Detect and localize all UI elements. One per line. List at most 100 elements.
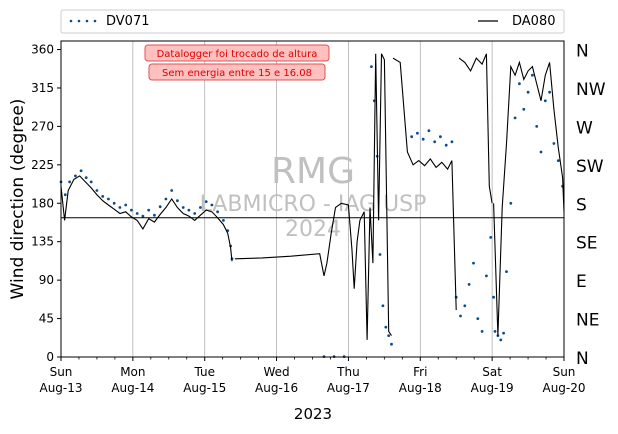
data-point-dv071-5-14 (548, 90, 551, 94)
data-point-dv071-4-2 (463, 304, 467, 308)
data-point-dv071-4-4 (472, 261, 475, 265)
compass-label-6: E (576, 272, 587, 292)
x-tick-date-3: Aug-16 (255, 381, 298, 395)
y-tick-label-8: 360 (31, 43, 54, 57)
data-point-dv071-0-2 (68, 180, 71, 184)
data-point-dv071-4-6 (480, 330, 484, 333)
y-tick-label-6: 270 (31, 119, 54, 133)
series-dv071 (59, 65, 564, 358)
compass-label-7: NE (576, 311, 599, 331)
y-tick-label-3: 135 (31, 235, 54, 249)
data-point-dv071-5-16 (556, 159, 560, 163)
data-point-dv071-0-16 (147, 208, 151, 212)
data-point-dv071-0-23 (187, 208, 191, 212)
x-tick-day-5: Fri (413, 365, 427, 379)
compass-label-2: W (576, 118, 593, 138)
x-tick-date-7: Aug-20 (542, 381, 585, 395)
data-point-dv071-2-7 (390, 342, 393, 346)
x-tick-day-7: Sun (553, 365, 576, 379)
data-point-dv071-5-8 (522, 107, 526, 111)
data-point-dv071-5-2 (499, 338, 503, 342)
data-point-dv071-5-10 (531, 73, 534, 77)
data-point-dv071-0-20 (170, 189, 174, 192)
x-tick-date-2: Aug-15 (183, 381, 226, 395)
x-tick-day-2: Tue (193, 365, 215, 379)
series-line-da080-4 (493, 60, 565, 336)
x-tick-day-1: Mon (120, 365, 145, 379)
data-point-dv071-0-11 (118, 206, 122, 209)
data-point-dv071-5-6 (513, 116, 517, 120)
annotation-box-2 (148, 63, 326, 81)
y-axis-ticks: 0 45 90 135 180 225 270 315 360 (31, 43, 61, 364)
data-point-dv071-4-9 (492, 295, 495, 299)
compass-label-5: SE (576, 234, 598, 254)
annotation-2: Sem energia entre 15 e 16.08 (162, 68, 312, 79)
y-tick-label-2: 90 (39, 273, 54, 287)
x-tick-date-0: Aug-13 (39, 381, 82, 395)
data-point-dv071-3-0 (410, 135, 414, 139)
x-tick-day-3: Wed (263, 365, 289, 379)
data-point-dv071-0-9 (107, 197, 110, 201)
data-point-dv071-2-0 (370, 65, 373, 68)
data-point-dv071-0-28 (216, 210, 220, 214)
y-tick-label-1: 45 (39, 312, 54, 326)
series-line-da080-2 (392, 57, 457, 311)
watermark: RMG LABMICRO - IAG USP 2024 (200, 151, 427, 242)
data-point-dv071-5-12 (539, 150, 543, 154)
data-point-dv071-0-22 (181, 206, 185, 209)
data-point-dv071-0-10 (112, 201, 116, 205)
series-layer (59, 53, 565, 358)
x-axis-label: 2023 (294, 405, 332, 423)
watermark-line-3: 2024 (285, 217, 341, 242)
data-point-dv071-0-12 (124, 203, 128, 207)
data-point-dv071-0-13 (130, 208, 133, 212)
data-point-dv071-0-5 (84, 176, 88, 180)
legend-marker-dv071 (69, 19, 97, 23)
x-tick-day-0: Sun (50, 365, 73, 379)
y-tick-label-4: 180 (31, 196, 54, 210)
data-point-dv071-3-4 (433, 140, 437, 144)
x-tick-date-4: Aug-17 (327, 381, 370, 395)
data-point-dv071-0-1 (63, 193, 67, 197)
plot-area (61, 41, 564, 357)
data-point-dv071-0-3 (74, 174, 77, 178)
data-point-dv071-4-5 (476, 317, 480, 320)
data-point-dv071-3-1 (416, 131, 419, 135)
watermark-line-1: RMG (271, 151, 355, 192)
series-line-da080-3 (458, 53, 493, 204)
compass-label-0: N (576, 42, 589, 62)
data-point-dv071-5-7 (518, 82, 521, 86)
legend-label-dv071: DV071 (106, 14, 150, 29)
data-point-dv071-0-8 (101, 195, 105, 198)
data-point-dv071-3-7 (450, 140, 454, 144)
data-point-dv071-5-15 (552, 142, 556, 145)
data-point-dv071-4-1 (459, 314, 462, 318)
compass-label-4: S (576, 195, 587, 215)
data-point-dv071-0-14 (135, 212, 139, 215)
data-point-dv071-2-6 (387, 334, 391, 337)
x-axis-ticks: Sun Aug-13 Mon Aug-14 Tue Aug-15 Wed Aug-16 Thu A… (39, 357, 586, 395)
data-point-dv071-0-15 (141, 214, 145, 218)
y-tick-label-7: 315 (31, 81, 54, 95)
data-point-dv071-5-13 (543, 99, 547, 103)
series-line-da080-0 (60, 175, 233, 262)
data-point-dv071-4-8 (489, 236, 493, 239)
y-tick-label-0: 0 (46, 350, 54, 364)
legend-label-da080: DA080 (512, 14, 556, 29)
data-point-dv071-0-21 (176, 199, 179, 203)
watermark-line-2: LABMICRO - IAG USP (200, 192, 427, 217)
data-point-dv071-2-5 (384, 325, 388, 329)
y-tick-label-5: 225 (31, 158, 54, 172)
data-point-dv071-2-3 (378, 253, 382, 256)
data-point-dv071-5-4 (505, 270, 508, 273)
data-point-dv071-0-17 (153, 213, 156, 217)
data-point-dv071-5-0 (493, 330, 497, 333)
legend-box (60, 9, 565, 34)
data-point-dv071-3-6 (444, 143, 448, 147)
y-axis-label: Wind direction (degree) (8, 99, 28, 300)
data-point-dv071-0-6 (89, 180, 93, 184)
data-point-dv071-3-5 (439, 135, 442, 139)
data-point-dv071-2-4 (381, 304, 385, 308)
series-da080 (60, 53, 565, 340)
data-point-dv071-0-7 (95, 189, 99, 192)
